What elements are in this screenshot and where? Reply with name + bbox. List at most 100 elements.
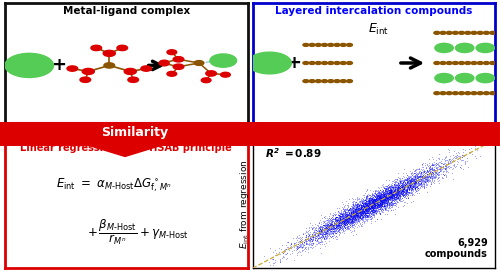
Point: [380, 194, 388, 198]
Point: [372, 211, 380, 215]
Point: [352, 205, 360, 209]
Point: [363, 207, 371, 211]
Point: [302, 237, 310, 241]
Point: [384, 197, 392, 201]
Point: [392, 189, 400, 194]
Point: [306, 243, 314, 248]
Point: [379, 195, 387, 199]
Point: [407, 186, 415, 190]
Point: [372, 193, 380, 198]
Point: [414, 177, 422, 182]
Point: [394, 192, 402, 196]
Point: [420, 178, 428, 182]
Point: [340, 211, 348, 215]
Point: [332, 222, 340, 227]
Point: [374, 205, 382, 209]
Point: [397, 190, 405, 194]
Point: [344, 212, 351, 216]
Point: [388, 198, 396, 202]
Point: [394, 200, 402, 204]
Point: [333, 219, 341, 223]
Point: [316, 239, 324, 243]
Point: [328, 234, 336, 238]
Point: [413, 173, 421, 178]
Point: [294, 245, 302, 249]
Point: [364, 203, 372, 207]
Point: [414, 174, 422, 178]
Point: [396, 191, 404, 195]
Point: [309, 233, 317, 238]
Point: [322, 226, 330, 230]
Point: [382, 196, 390, 200]
Point: [343, 220, 351, 224]
Point: [367, 204, 375, 208]
Point: [336, 221, 344, 225]
Point: [371, 219, 379, 223]
Point: [372, 206, 380, 210]
Point: [456, 154, 464, 159]
Point: [415, 181, 423, 186]
Point: [383, 192, 391, 196]
Point: [420, 160, 428, 165]
Point: [408, 179, 416, 183]
Point: [349, 203, 357, 207]
Point: [316, 227, 324, 231]
Point: [369, 208, 377, 212]
Point: [424, 169, 432, 173]
Point: [402, 188, 410, 192]
Point: [380, 199, 388, 204]
Point: [334, 229, 342, 233]
Point: [336, 215, 344, 220]
Point: [372, 201, 380, 206]
Point: [372, 199, 380, 204]
Point: [347, 207, 355, 212]
Point: [377, 200, 385, 204]
Point: [376, 198, 384, 202]
Point: [405, 188, 413, 192]
Point: [301, 231, 309, 235]
Point: [362, 208, 370, 212]
Point: [392, 183, 400, 187]
Point: [366, 193, 374, 197]
Point: [372, 212, 380, 216]
Circle shape: [446, 31, 452, 34]
Point: [384, 188, 392, 192]
Point: [428, 154, 436, 159]
Point: [364, 201, 372, 205]
Point: [365, 196, 373, 201]
Point: [389, 186, 397, 190]
Point: [368, 205, 376, 209]
Point: [369, 197, 377, 202]
Point: [381, 195, 389, 199]
Point: [361, 203, 369, 207]
Point: [352, 202, 360, 206]
Point: [354, 209, 362, 214]
Point: [384, 198, 392, 202]
Point: [347, 206, 355, 211]
Point: [364, 203, 372, 208]
Point: [344, 216, 351, 220]
Point: [412, 184, 420, 188]
Point: [358, 207, 366, 211]
Point: [341, 221, 349, 225]
Point: [396, 189, 404, 193]
Point: [376, 198, 384, 202]
Point: [408, 178, 416, 182]
Point: [430, 176, 438, 180]
Point: [381, 196, 389, 200]
Point: [291, 240, 299, 245]
Point: [336, 216, 344, 221]
Point: [362, 193, 370, 198]
Point: [314, 231, 322, 235]
Point: [426, 175, 434, 179]
Point: [396, 188, 404, 192]
Point: [316, 235, 324, 239]
Point: [342, 218, 350, 223]
Point: [396, 180, 404, 185]
Point: [414, 186, 422, 191]
Point: [356, 208, 364, 212]
Point: [400, 184, 407, 188]
Point: [404, 180, 411, 185]
Point: [364, 192, 372, 196]
Point: [342, 219, 350, 223]
